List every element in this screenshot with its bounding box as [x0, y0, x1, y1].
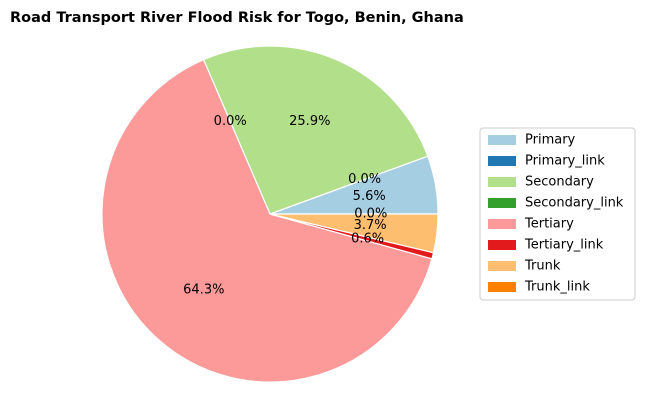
pie-label-trunk-link: 0.0%: [354, 207, 387, 222]
legend-label-tertiary-link: Tertiary_link: [524, 238, 604, 253]
legend-label-tertiary: Tertiary: [524, 217, 574, 232]
pie-label-primary: 5.6%: [353, 189, 386, 204]
pie-slices: [101, 45, 439, 383]
pie-percentage-labels: 5.6%0.0%25.9%0.0%64.3%0.6%3.7%0.0%: [183, 114, 387, 298]
legend-label-secondary-link: Secondary_link: [525, 196, 624, 211]
pie-slice-tertiary: [101, 59, 433, 383]
chart-title: Road Transport River Flood Risk for Togo…: [10, 10, 464, 26]
legend-label-primary: Primary: [525, 133, 576, 148]
pie-label-primary-link: 0.0%: [348, 172, 381, 187]
pie-label-secondary-link: 0.0%: [214, 114, 247, 129]
legend-items: Primary Primary_link Secondary Secondary_li…: [488, 133, 624, 295]
legend-swatch-secondary-link: [488, 198, 516, 208]
pie-label-trunk: 3.7%: [354, 218, 387, 233]
pie-label-tertiary-link: 0.6%: [351, 232, 384, 247]
legend-label-secondary: Secondary: [525, 175, 594, 190]
pie-label-tertiary: 64.3%: [183, 283, 224, 298]
legend: Primary Primary_link Secondary Secondary_li…: [479, 127, 636, 301]
legend-swatch-trunk: [488, 261, 516, 271]
legend-swatch-primary-link: [488, 156, 516, 166]
legend-swatch-tertiary: [488, 219, 516, 229]
legend-swatch-secondary: [488, 177, 516, 187]
legend-label-trunk: Trunk: [524, 259, 561, 274]
legend-swatch-trunk-link: [488, 282, 516, 292]
pie-slice-secondary: [202, 45, 429, 215]
legend-label-trunk-link: Trunk_link: [524, 280, 590, 295]
legend-swatch-tertiary-link: [488, 240, 516, 250]
legend-frame: [479, 127, 636, 301]
pie-label-secondary: 25.9%: [289, 114, 330, 129]
legend-label-primary-link: Primary_link: [525, 154, 605, 169]
pie-slice-trunk: [269, 213, 439, 254]
legend-swatch-primary: [488, 135, 516, 145]
